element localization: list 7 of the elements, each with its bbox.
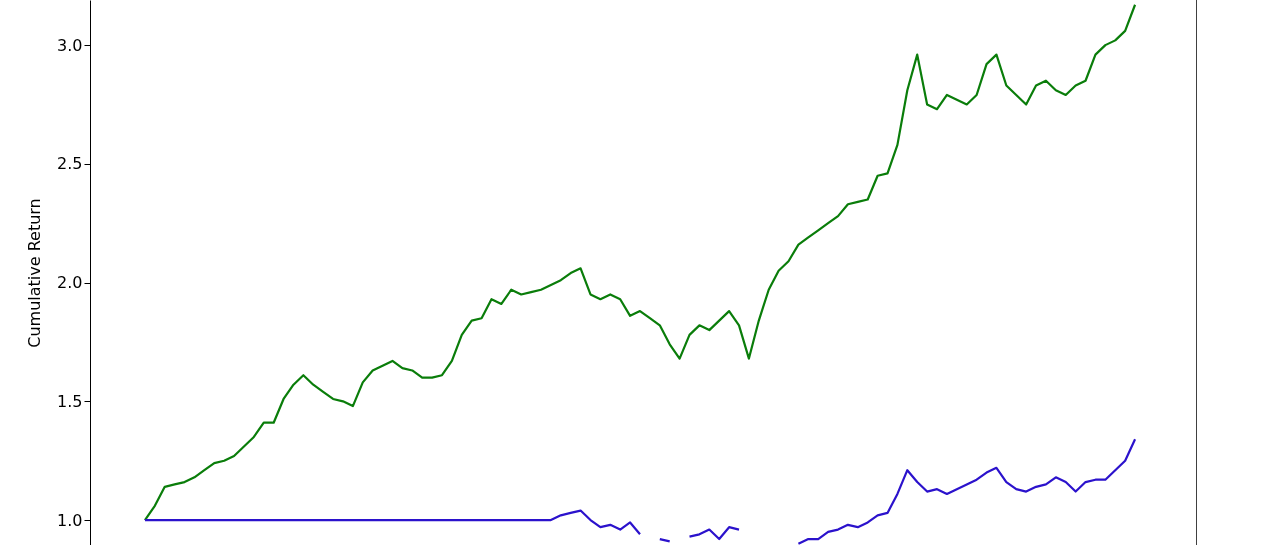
line-series — [143, 3, 1137, 522]
y-tick-label: 1.5 — [57, 391, 83, 411]
y-axis-title: Cumulative Return — [25, 198, 45, 348]
y-tick-label: 2.5 — [57, 154, 83, 174]
y-tick-label: 2.0 — [57, 273, 83, 293]
y-tick-label: 1.0 — [57, 510, 83, 530]
y-tick-label: 3.0 — [57, 35, 83, 55]
